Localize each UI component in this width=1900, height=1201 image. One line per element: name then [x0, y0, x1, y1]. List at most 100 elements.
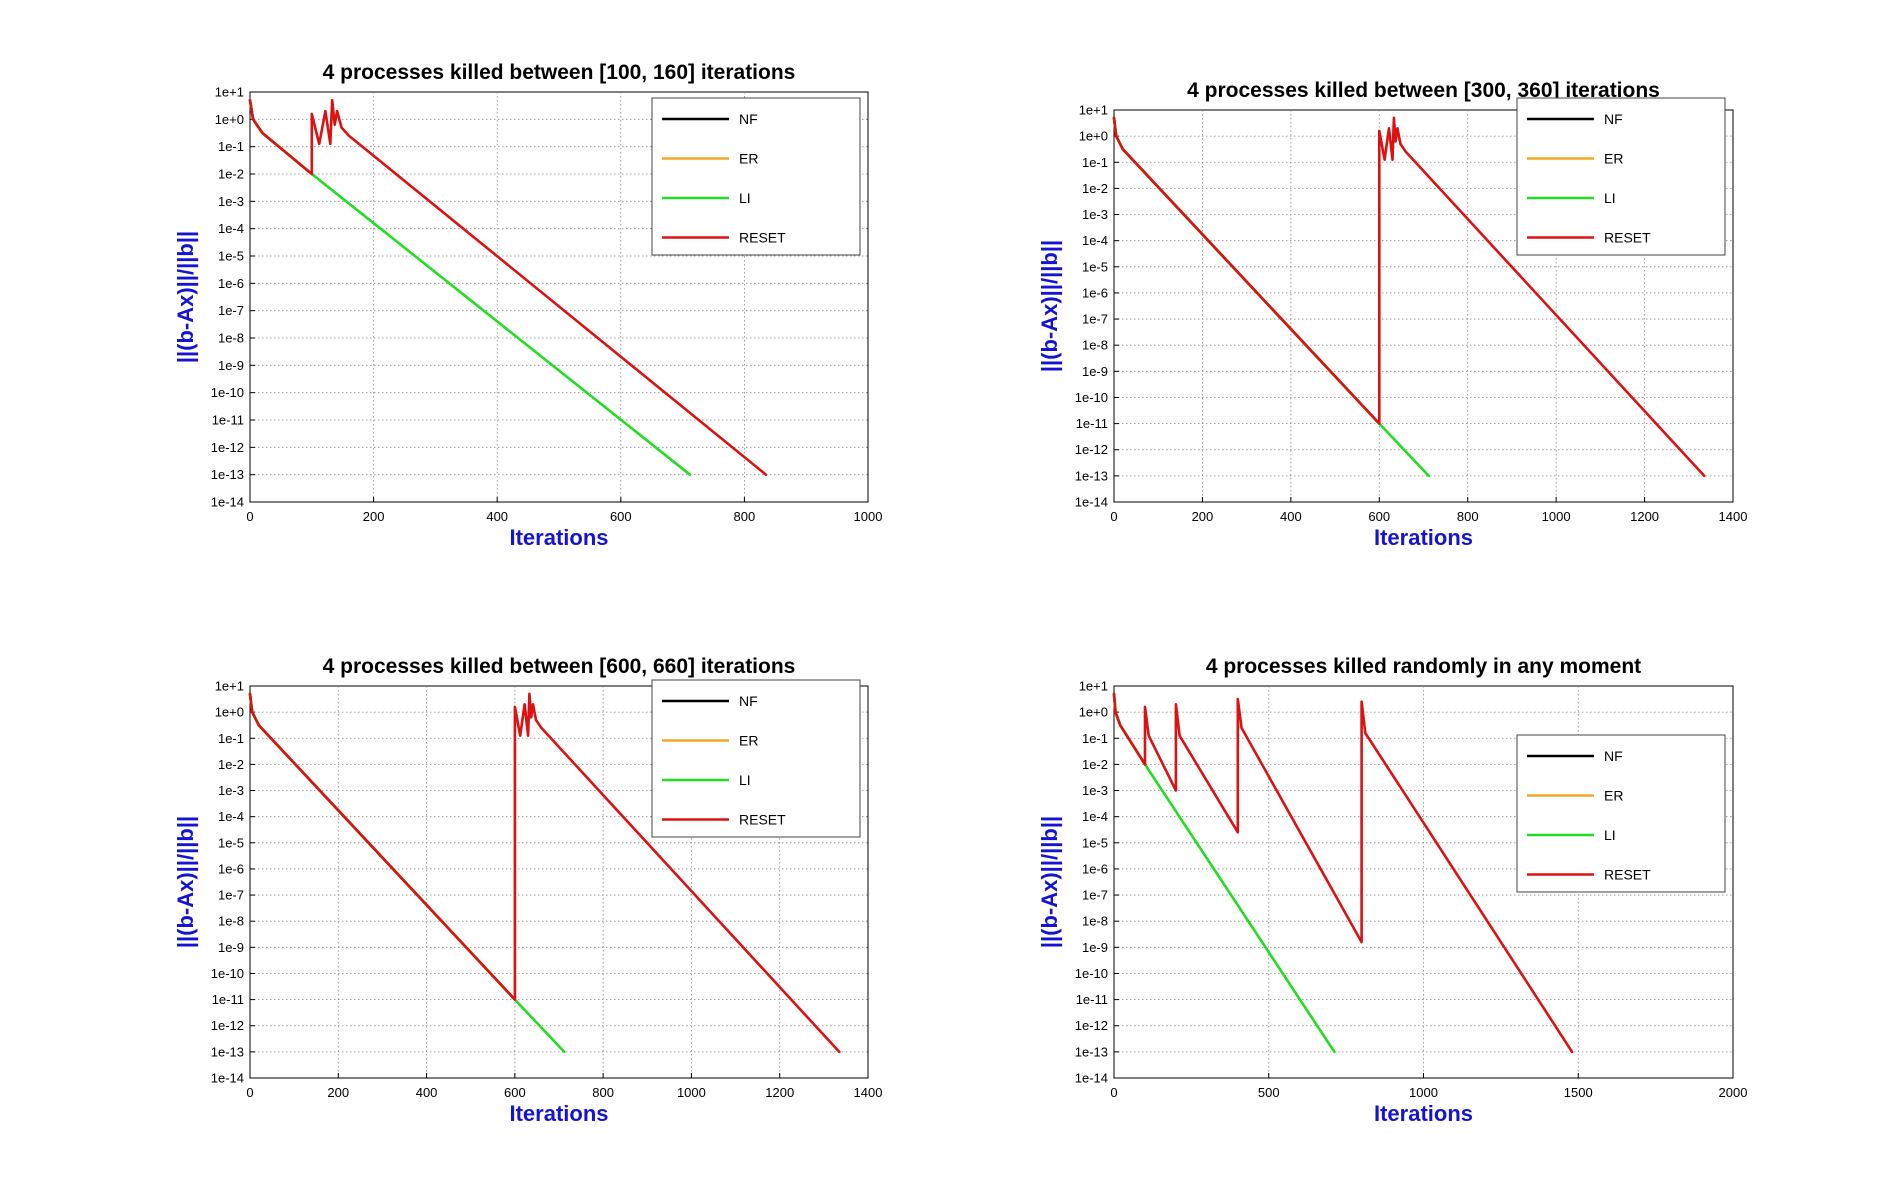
x-tick-label: 600 [504, 1085, 526, 1100]
x-tick-label: 2000 [1719, 1085, 1748, 1100]
y-tick-label: 1e-6 [218, 276, 244, 291]
chart-title: 4 processes killed between [600, 660] it… [323, 655, 796, 678]
y-tick-label: 1e-9 [218, 358, 244, 373]
y-tick-label: 1e-12 [211, 440, 244, 455]
x-tick-label: 1200 [765, 1085, 794, 1100]
y-axis-label: ||(b-Ax)||/||b|| [1037, 816, 1062, 948]
y-tick-label: 1e-3 [1082, 207, 1108, 222]
y-tick-label: 1e-7 [1082, 888, 1108, 903]
x-tick-label: 400 [1280, 509, 1302, 524]
y-tick-label: 1e-5 [218, 835, 244, 850]
x-tick-label: 800 [592, 1085, 614, 1100]
y-tick-label: 1e-7 [1082, 312, 1108, 327]
legend-box [651, 679, 861, 838]
legend-label-li: LI [739, 190, 751, 206]
y-tick-label: 1e-1 [1082, 155, 1108, 170]
legend-label-li: LI [1604, 827, 1616, 843]
x-tick-label: 0 [1110, 1085, 1117, 1100]
y-tick-label: 1e+1 [215, 85, 244, 100]
y-tick-label: 1e-14 [211, 495, 244, 510]
legend-label-nf: NF [739, 111, 758, 127]
legend: NF ER LI RESET [651, 679, 861, 838]
y-tick-label: 1e+1 [1079, 679, 1108, 694]
chart-3: 0 200 400 600 800 1000 1200 1400 1e+1 1e+0 1e-1 1e-… [173, 655, 882, 1126]
y-tick-label: 1e-7 [218, 303, 244, 318]
y-tick-label: 1e-12 [1075, 1018, 1108, 1033]
y-tick-label: 1e-1 [218, 139, 244, 154]
legend-label-er: ER [1604, 151, 1623, 167]
x-tick-label: 800 [1457, 509, 1479, 524]
legend-label-li: LI [739, 772, 751, 788]
legend: NF ER LI RESET [1516, 97, 1726, 256]
x-tick-label: 0 [1110, 509, 1117, 524]
grid [1114, 110, 1733, 502]
series-line-reset [248, 98, 768, 477]
legend-box [651, 97, 861, 256]
y-tick-label: 1e-10 [211, 966, 244, 981]
y-tick-label: 1e-3 [218, 783, 244, 798]
series-line-reset [1112, 116, 1706, 478]
x-tick-label: 500 [1258, 1085, 1280, 1100]
legend: NF ER LI RESET [1516, 734, 1726, 893]
grid [250, 92, 868, 502]
x-tick-label: 1200 [1630, 509, 1659, 524]
y-tick-label: 1e-5 [218, 249, 244, 264]
x-tick-label: 200 [1192, 509, 1214, 524]
x-axis-label: Iterations [509, 1101, 608, 1126]
chart-title: 4 processes killed between [100, 160] it… [323, 61, 796, 84]
legend-label-reset: RESET [1604, 867, 1651, 883]
x-tick-label: 400 [416, 1085, 438, 1100]
y-tick-label: 1e+0 [1079, 129, 1108, 144]
x-tick-label: 1400 [1719, 509, 1748, 524]
y-tick-label: 1e-10 [1075, 390, 1108, 405]
x-tick-label: 0 [246, 1085, 253, 1100]
y-tick-label: 1e-12 [211, 1018, 244, 1033]
legend-box [1516, 734, 1726, 893]
y-tick-label: 1e-3 [1082, 783, 1108, 798]
y-axis-label: ||(b-Ax)||/||b|| [173, 231, 198, 363]
y-tick-label: 1e-5 [1082, 259, 1108, 274]
y-tick-label: 1e-11 [1076, 992, 1108, 1007]
legend: NF ER LI RESET [651, 97, 861, 256]
x-tick-label: 600 [610, 509, 632, 524]
y-tick-label: 1e-2 [218, 167, 244, 182]
x-axis-label: Iterations [1374, 1101, 1473, 1126]
x-tick-label: 200 [363, 509, 385, 524]
y-tick-label: 1e-8 [218, 914, 244, 929]
y-tick-label: 1e-6 [1082, 861, 1108, 876]
x-tick-label: 1000 [677, 1085, 706, 1100]
chart-4: 0 500 1000 1500 2000 1e+1 1e+0 1e-1 1e-2 1e-3 1e-4… [1037, 655, 1747, 1126]
y-tick-label: 1e-11 [212, 992, 244, 1007]
y-tick-label: 1e-11 [1076, 416, 1108, 431]
chart-1: 0 200 400 600 800 1000 1e+1 1e+0 1e-1 1e-2 1e-3 1e-… [173, 61, 882, 550]
y-tick-label: 1e+0 [215, 112, 244, 127]
legend-label-nf: NF [1604, 748, 1623, 764]
legend-label-nf: NF [1604, 111, 1623, 127]
legend-label-li: LI [1604, 190, 1616, 206]
y-tick-label: 1e-13 [211, 1044, 244, 1059]
y-tick-label: 1e-12 [1075, 442, 1108, 457]
x-tick-label: 1000 [1542, 509, 1571, 524]
x-tick-label: 400 [486, 509, 508, 524]
y-tick-label: 1e+1 [1079, 103, 1108, 118]
y-tick-label: 1e-10 [1075, 966, 1108, 981]
y-tick-label: 1e-2 [218, 757, 244, 772]
legend-label-reset: RESET [739, 812, 786, 828]
y-tick-label: 1e-13 [1075, 468, 1108, 483]
y-tick-label: 1e-9 [1082, 940, 1108, 955]
y-tick-label: 1e-14 [1075, 495, 1108, 510]
x-tick-label: 200 [327, 1085, 349, 1100]
y-tick-label: 1e-8 [1082, 914, 1108, 929]
y-tick-label: 1e-10 [211, 385, 244, 400]
y-tick-label: 1e-3 [218, 194, 244, 209]
y-tick-label: 1e-13 [211, 467, 244, 482]
y-tick-label: 1e-14 [1075, 1071, 1108, 1086]
y-tick-label: 1e-4 [218, 809, 244, 824]
y-axis-label: ||(b-Ax)||/||b|| [173, 816, 198, 948]
x-axis-label: Iterations [1374, 525, 1473, 550]
y-tick-label: 1e-9 [218, 940, 244, 955]
legend-label-reset: RESET [1604, 230, 1651, 246]
x-tick-label: 1500 [1564, 1085, 1593, 1100]
chart-title: 4 processes killed randomly in any momen… [1206, 655, 1641, 678]
y-tick-label: 1e-9 [1082, 364, 1108, 379]
